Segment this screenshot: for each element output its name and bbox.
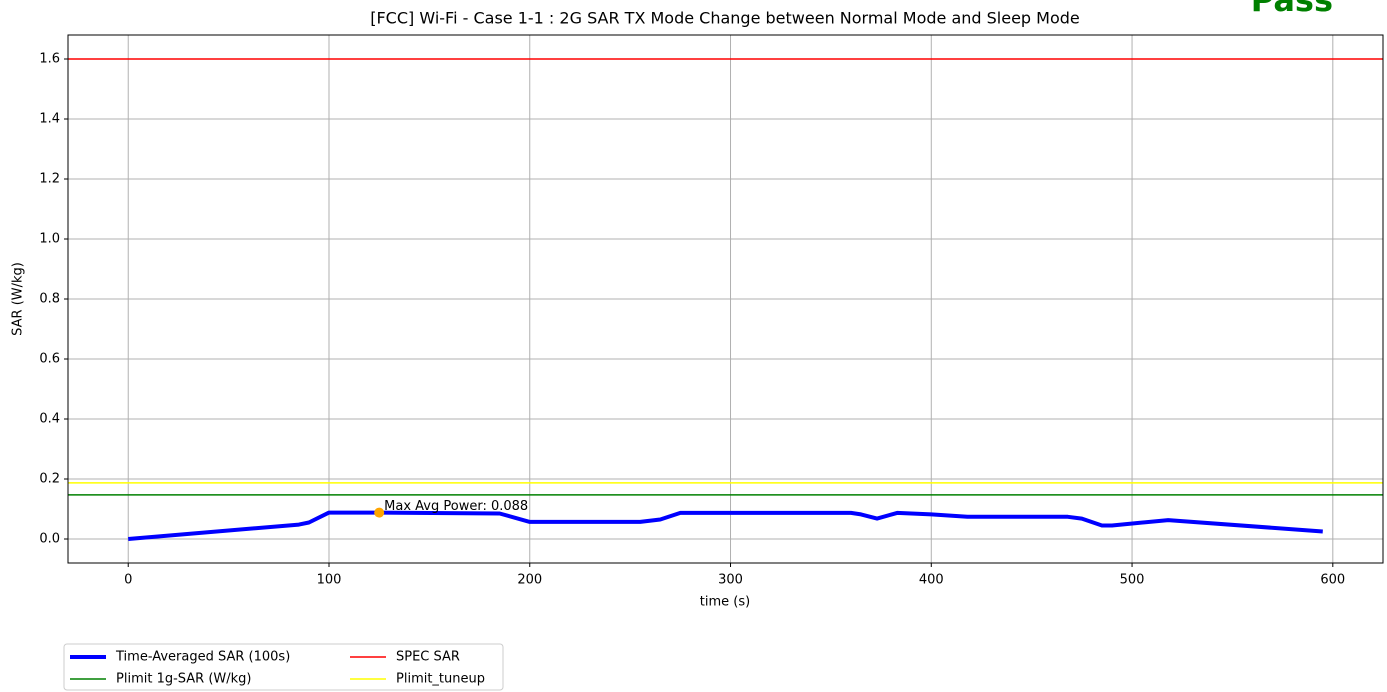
annotation: Max Avg Power: 0.088 [384, 499, 528, 514]
legend-label: SPEC SAR [396, 650, 460, 665]
x-tick-label: 100 [317, 573, 342, 588]
x-tick-label: 0 [124, 573, 132, 588]
y-tick-label: 1.4 [39, 112, 60, 127]
legend-box [63, 643, 504, 691]
x-tick-label: 500 [1120, 573, 1145, 588]
max-point [374, 507, 385, 518]
y-tick-label: 0.8 [39, 292, 60, 307]
x-tick-label: 400 [919, 573, 944, 588]
y-tick-label: 1.6 [39, 52, 60, 67]
x-tick-label: 200 [517, 573, 542, 588]
y-tick-label: 1.2 [39, 172, 60, 187]
legend-label: Plimit_tuneup [396, 672, 485, 687]
y-tick-label: 0.2 [39, 472, 60, 487]
x-tick-label: 600 [1320, 573, 1345, 588]
x-tick-label: 300 [718, 573, 743, 588]
chart-title: [FCC] Wi-Fi - Case 1-1 : 2G SAR TX Mode … [370, 9, 1080, 28]
legend-label: Time-Averaged SAR (100s) [115, 650, 290, 665]
x-axis-label: time (s) [700, 595, 750, 610]
legend-label: Plimit 1g-SAR (W/kg) [116, 672, 252, 687]
y-tick-label: 0.4 [39, 412, 60, 427]
y-axis-label: SAR (W/kg) [11, 262, 26, 336]
data-line [128, 510, 1323, 541]
y-tick-label: 1.0 [39, 232, 60, 247]
axes-frame [67, 34, 1384, 564]
y-tick-label: 0.6 [39, 352, 60, 367]
y-tick-label: 0.0 [39, 532, 60, 547]
status: Pass [1251, 0, 1333, 19]
